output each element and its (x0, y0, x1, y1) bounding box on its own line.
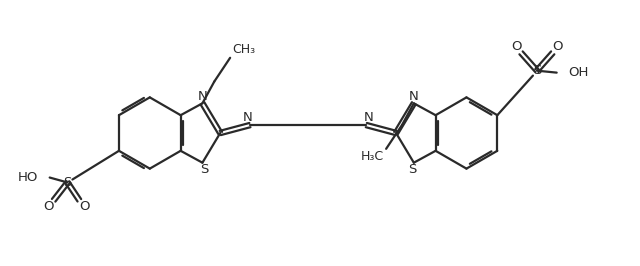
Text: S: S (532, 64, 541, 77)
Text: S: S (408, 163, 416, 176)
Text: O: O (79, 200, 90, 213)
Text: O: O (511, 40, 522, 53)
Text: S: S (200, 163, 209, 176)
Text: OH: OH (568, 66, 589, 79)
Text: N: N (364, 111, 373, 124)
Text: N: N (409, 90, 419, 103)
Text: H₃C: H₃C (361, 150, 384, 163)
Text: CH₃: CH₃ (232, 43, 255, 56)
Text: HO: HO (17, 171, 38, 184)
Text: O: O (552, 40, 563, 53)
Text: O: O (44, 200, 54, 213)
Text: N: N (198, 90, 207, 103)
Text: N: N (243, 111, 253, 124)
Text: S: S (63, 176, 72, 189)
